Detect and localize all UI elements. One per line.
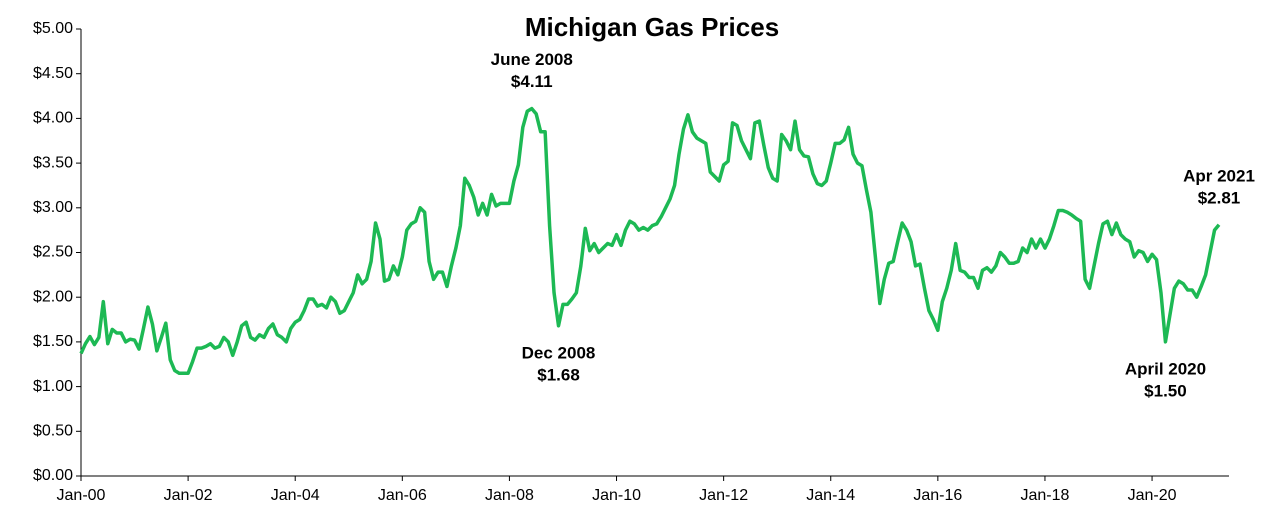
x-tick-label: Jan-00	[57, 487, 106, 504]
x-tick-label: Jan-04	[271, 487, 320, 504]
y-tick-label: $4.50	[33, 65, 73, 82]
series-line	[79, 106, 1221, 375]
x-tick-label: Jan-08	[485, 487, 534, 504]
y-tick-label: $4.00	[33, 110, 73, 127]
value-label: $1.68	[537, 365, 580, 384]
annotation: Dec 2008	[522, 343, 596, 362]
x-tick-label: Jan-20	[1128, 487, 1177, 504]
y-tick-label: $2.00	[33, 288, 73, 305]
value-label: $2.81	[1198, 188, 1241, 207]
y-tick-label: $5.00	[33, 20, 73, 37]
y-tick-label: $3.50	[33, 154, 73, 171]
annotation: April 2020	[1125, 359, 1206, 378]
y-tick-label: $0.50	[33, 423, 73, 440]
x-tick-label: Jan-16	[913, 487, 962, 504]
y-tick-label: $0.00	[33, 467, 73, 484]
x-tick-label: Jan-18	[1020, 487, 1069, 504]
value-label: $4.11	[511, 72, 553, 91]
y-tick-label: $1.00	[33, 378, 73, 395]
x-tick-label: Jan-02	[164, 487, 213, 504]
x-tick-label: Jan-06	[378, 487, 427, 504]
value-label: $1.50	[1144, 381, 1187, 400]
y-tick-label: $3.00	[33, 199, 73, 216]
x-tick-label: Jan-10	[592, 487, 641, 504]
x-tick-label: Jan-12	[699, 487, 748, 504]
y-tick-label: $2.50	[33, 244, 73, 261]
annotation: Apr 2021	[1183, 166, 1255, 185]
x-tick-label: Jan-14	[806, 487, 855, 504]
chart-title: Michigan Gas Prices	[525, 12, 779, 42]
annotation: June 2008	[491, 50, 573, 69]
y-tick-label: $1.50	[33, 333, 73, 350]
